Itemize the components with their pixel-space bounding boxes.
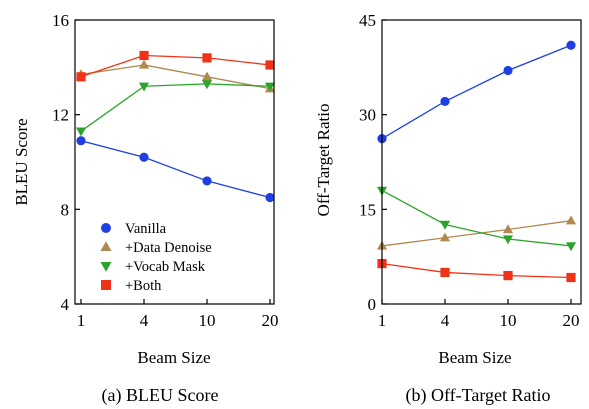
offtarget-vanilla-point — [566, 40, 576, 50]
offtarget-both-point — [503, 271, 513, 281]
legend-marker-vocab-mask — [100, 262, 112, 272]
offtarget-caption: (b) Off-Target Ratio — [405, 385, 550, 406]
bleu-both-point — [76, 72, 86, 82]
legend-marker-vanilla — [101, 223, 111, 233]
bleu-y-tick-label: 8 — [61, 200, 70, 219]
legend-marker-both — [101, 280, 111, 290]
legend-label-both: +Both — [125, 278, 162, 294]
offtarget-vanilla-point — [503, 65, 513, 76]
bleu-vocab-mask-point — [264, 82, 276, 92]
offtarget-data-denoise-point — [565, 215, 577, 225]
bleu-y-tick-label: 4 — [61, 295, 70, 314]
offtarget-plot-frame — [381, 19, 582, 305]
offtarget-y-tick-label: 45 — [359, 11, 376, 30]
offtarget-vocab-mask-point — [502, 235, 514, 245]
offtarget-x-tick-label: 10 — [500, 311, 517, 330]
offtarget-series-layer — [376, 40, 577, 283]
bleu-x-tick-label: 10 — [199, 311, 216, 330]
offtarget-data-denoise-point — [502, 224, 514, 234]
bleu-both-point — [265, 60, 275, 70]
bleu-series-vanilla — [76, 136, 275, 203]
offtarget-series-both — [377, 259, 576, 283]
bleu-vocab-mask-point — [201, 80, 213, 90]
bleu-data-denoise-point — [201, 71, 213, 81]
legend-marker-data-denoise — [100, 241, 112, 251]
bleu-series-layer — [75, 50, 276, 203]
offtarget-x-tick-label: 20 — [563, 311, 580, 330]
offtarget-both-point — [440, 267, 450, 278]
bleu-both-point — [202, 53, 212, 63]
legend-label-data-denoise: +Data Denoise — [125, 240, 212, 256]
bleu-legend: Vanilla +Data Denoise +Vocab Mask +Both — [100, 221, 212, 294]
offtarget-y-axis-label: Off-Target Ratio — [314, 104, 333, 217]
offtarget-y-tick-label: 0 — [368, 295, 377, 314]
offtarget-both-point — [566, 272, 576, 283]
bleu-both-point — [139, 50, 149, 61]
offtarget-vocab-mask-line — [381, 189, 572, 247]
bleu-series-vocab-mask — [75, 80, 276, 137]
bleu-plot-frame — [74, 19, 275, 305]
legend-item-vanilla: Vanilla — [101, 221, 167, 237]
bleu-data-denoise-line — [80, 64, 271, 90]
offtarget-series-vocab-mask — [376, 186, 577, 252]
legend-item-vocab-mask: +Vocab Mask — [100, 259, 206, 275]
bleu-vanilla-point — [139, 152, 149, 162]
bleu-caption: (a) BLEU Score — [102, 385, 219, 406]
offtarget-vocab-mask-point — [439, 220, 451, 230]
offtarget-y-tick-label: 30 — [359, 106, 376, 125]
bleu-vanilla-point — [202, 176, 212, 186]
bleu-x-tick-label: 1 — [77, 311, 86, 330]
bleu-x-axis-label: Beam Size — [137, 348, 210, 367]
offtarget-vocab-mask-point — [565, 242, 577, 252]
bleu-x-tick-label: 4 — [140, 311, 149, 330]
offtarget-ticks: 0 15 30 45 1 4 10 20 — [359, 11, 580, 330]
bleu-series-data-denoise — [75, 59, 276, 93]
bleu-data-denoise-point — [138, 59, 150, 69]
legend-item-both: +Both — [101, 278, 162, 294]
legend-label-vanilla: Vanilla — [125, 221, 167, 237]
offtarget-vanilla-line — [381, 44, 572, 140]
panel-bleu-score: Vanilla +Data Denoise +Vocab Mask +Both 4 8 1… — [12, 11, 279, 406]
offtarget-x-tick-label: 1 — [378, 311, 387, 330]
bleu-vanilla-point — [265, 192, 275, 203]
bleu-vanilla-line — [80, 140, 271, 199]
bleu-series-both — [76, 50, 275, 82]
bleu-y-tick-label: 12 — [52, 106, 69, 125]
panel-off-target-ratio: 0 15 30 45 1 4 10 20 Beam Size Off-Target Ratio… — [314, 11, 582, 406]
offtarget-x-tick-label: 4 — [441, 311, 450, 330]
bleu-y-tick-label: 16 — [52, 11, 69, 30]
bleu-vocab-mask-line — [80, 83, 271, 132]
bleu-both-line — [80, 54, 271, 78]
offtarget-data-denoise-line — [381, 220, 572, 247]
bleu-y-axis-label: BLEU Score — [12, 118, 31, 205]
bleu-vocab-mask-point — [75, 127, 87, 137]
offtarget-vanilla-point — [440, 96, 450, 107]
offtarget-x-axis-label: Beam Size — [438, 348, 511, 367]
offtarget-both-line — [381, 262, 572, 279]
offtarget-series-data-denoise — [376, 215, 577, 250]
bleu-vocab-mask-point — [138, 82, 150, 92]
bleu-x-tick-label: 20 — [262, 311, 279, 330]
offtarget-y-tick-label: 15 — [359, 200, 376, 219]
bleu-vanilla-point — [76, 136, 86, 146]
offtarget-data-denoise-point — [439, 232, 451, 242]
legend-item-data-denoise: +Data Denoise — [100, 240, 212, 256]
offtarget-series-vanilla — [377, 40, 576, 144]
legend-label-vocab-mask: +Vocab Mask — [125, 259, 206, 275]
